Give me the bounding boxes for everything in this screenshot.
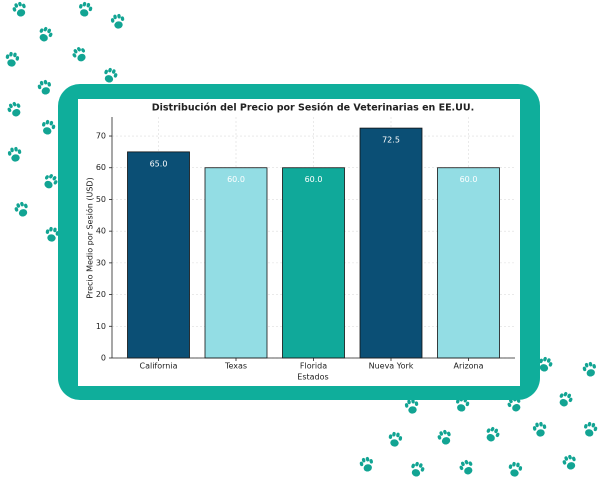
y-tick-label: 30 [96, 258, 106, 267]
bar [282, 167, 345, 359]
x-tick-label: Arizona [453, 362, 483, 371]
paw-icon [13, 200, 31, 219]
value-label: 60.0 [305, 175, 323, 184]
x-tick-label: California [140, 362, 178, 371]
paw-icon [436, 428, 454, 447]
paw-icon [532, 421, 548, 438]
paw-icon [70, 44, 90, 65]
y-tick-label: 50 [96, 195, 106, 204]
bar [359, 127, 423, 359]
paw-icon [7, 146, 23, 163]
chart-title: Distribución del Precio por Sesión de Ve… [152, 103, 474, 114]
bar [127, 151, 190, 359]
paw-icon [408, 460, 426, 479]
value-label: 72.5 [382, 136, 400, 145]
paw-icon [101, 66, 119, 85]
bar [437, 167, 500, 359]
paw-icon [4, 51, 20, 68]
x-axis-label: Estados [297, 373, 328, 382]
y-tick-label: 10 [96, 322, 106, 331]
value-label: 60.0 [460, 175, 478, 184]
paw-icon [457, 458, 476, 477]
y-axis-label: Precio Medio por Sesión (USD) [85, 177, 95, 298]
paw-icon [556, 390, 575, 409]
paw-icon [5, 100, 24, 119]
paw-icon [44, 226, 60, 243]
paw-icon [387, 431, 403, 448]
paw-icon [581, 360, 599, 379]
value-label: 65.0 [150, 159, 168, 168]
paw-icon [483, 425, 502, 444]
paw-icon [561, 453, 579, 472]
paw-icon [36, 25, 55, 44]
paw-icon [110, 13, 126, 30]
paw-icon [507, 461, 523, 478]
x-tick-label: Nueva York [369, 362, 414, 371]
paw-icon [76, 0, 94, 19]
paw-icon [39, 118, 57, 137]
value-label: 60.0 [227, 175, 245, 184]
paw-icon [404, 398, 420, 415]
y-tick-label: 60 [96, 163, 106, 172]
y-tick-label: 40 [96, 227, 106, 236]
y-tick-label: 20 [96, 290, 106, 299]
paw-icon [40, 171, 60, 192]
y-tick-label: 70 [96, 132, 106, 141]
y-tick-label: 0 [101, 354, 106, 363]
x-tick-label: Texas [224, 362, 247, 371]
bar [204, 167, 268, 359]
paw-icon [36, 78, 54, 97]
x-tick-label: Florida [300, 362, 327, 371]
paw-icon [11, 0, 29, 19]
paw-icon [358, 455, 376, 474]
paw-icon [581, 420, 599, 439]
